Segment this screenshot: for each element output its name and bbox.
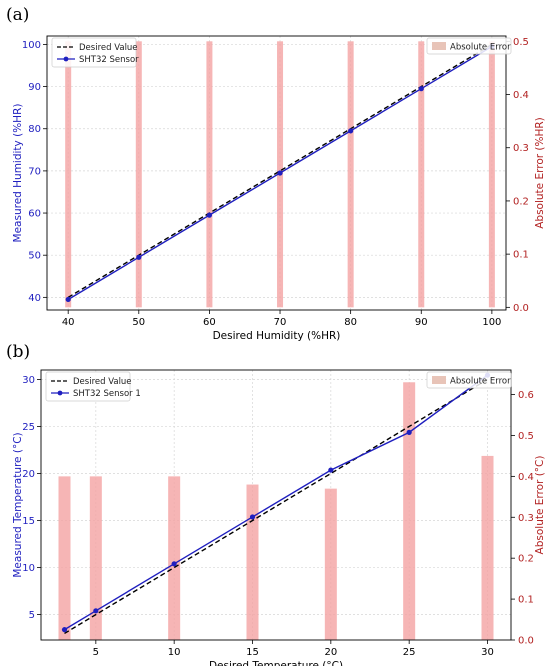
legend-sensor-marker <box>57 390 63 396</box>
y-tick-label: 50 <box>28 251 41 262</box>
panel-label: (b) <box>6 342 30 362</box>
chart-panel-a: (a) 40 50 60 70 80 90 100 40 50 60 70 80 90 100 0.0 0.1 0… <box>6 5 546 342</box>
y2-tick-label: 0.4 <box>513 90 529 101</box>
legend-desired-label: Desired Value <box>79 43 138 53</box>
error-bar <box>135 41 142 308</box>
desired-line <box>64 378 488 635</box>
y2-tick-label: 0.0 <box>518 636 534 647</box>
y2-tick-label: 0.2 <box>513 196 529 207</box>
y-tick-label: 60 <box>28 209 41 220</box>
x-tick-label: 5 <box>93 647 99 658</box>
error-bar <box>206 41 213 308</box>
x-tick-label: 25 <box>403 647 416 658</box>
y2-tick-label: 0.3 <box>513 143 529 154</box>
legend-sensor-label: SHT32 Sensor <box>79 55 139 65</box>
y2-tick-label: 0.4 <box>518 472 534 483</box>
y-tick-label: 15 <box>22 516 35 527</box>
y-tick-label: 90 <box>28 82 41 93</box>
x-axis-label: Desired Temperature (°C) <box>209 660 343 666</box>
x-tick-label: 70 <box>274 317 287 328</box>
sensor-point <box>249 514 256 520</box>
y2-tick-label: 0.1 <box>513 250 529 261</box>
y2-axis-label: Absolute Error (%HR) <box>534 117 546 229</box>
error-bar <box>418 41 425 308</box>
y-tick-label: 40 <box>28 293 41 304</box>
y2-tick-label: 0.5 <box>513 37 529 48</box>
plot-frame <box>46 35 507 311</box>
legend-desired-label: Desired Value <box>73 377 132 387</box>
y-tick-label: 25 <box>22 422 35 433</box>
y-tick-label: 100 <box>22 40 41 51</box>
error-bar <box>403 382 416 640</box>
y2-tick-label: 0.5 <box>518 431 534 442</box>
chart-panel-b: (b) 5 10 15 20 25 30 5 10 15 20 25 30 0.0 0.1 0.2 0.3 0.4… <box>6 342 546 666</box>
sensor-point <box>328 467 334 473</box>
legend-box <box>426 371 512 389</box>
legend-sensor-label: SHT32 Sensor 1 <box>73 389 141 399</box>
sensor-point <box>348 128 354 134</box>
x-tick-label: 50 <box>132 317 145 328</box>
error-bar <box>488 41 495 308</box>
x-tick-label: 20 <box>324 647 337 658</box>
y-tick-label: 80 <box>28 124 41 135</box>
sensor-point <box>171 561 177 567</box>
x-tick-label: 15 <box>246 647 259 658</box>
sensor-point <box>206 212 213 218</box>
y-tick-label: 20 <box>22 469 35 480</box>
y2-tick-label: 0.3 <box>518 513 534 524</box>
y-tick-label: 10 <box>22 563 35 574</box>
x-tick-label: 80 <box>344 317 357 328</box>
error-bar <box>347 41 354 308</box>
sensor-line <box>64 374 488 631</box>
legend-sensor-marker <box>63 56 69 62</box>
legend-error-swatch <box>432 42 446 50</box>
x-tick-label: 40 <box>62 317 75 328</box>
y-axis-label: Measured Temperature (°C) <box>12 432 24 577</box>
error-bar <box>324 488 337 640</box>
error-bar <box>58 476 71 640</box>
y2-tick-label: 0.2 <box>518 554 534 565</box>
y-tick-label: 30 <box>22 375 35 386</box>
y-tick-label: 70 <box>28 166 41 177</box>
y2-tick-label: 0.0 <box>513 303 529 314</box>
error-bar <box>89 476 102 640</box>
legend-error-label: Absolute Error <box>450 377 511 387</box>
legend-box <box>51 37 137 68</box>
x-tick-label: 90 <box>415 317 428 328</box>
x-axis-label: Desired Humidity (%HR) <box>213 330 341 342</box>
x-tick-label: 30 <box>481 647 494 658</box>
sensor-point <box>61 627 68 633</box>
error-bar <box>65 41 72 308</box>
y2-tick-label: 0.1 <box>518 595 534 606</box>
x-tick-label: 60 <box>203 317 216 328</box>
legend-box <box>426 37 512 55</box>
x-tick-label: 100 <box>482 317 501 328</box>
sensor-point <box>65 296 71 303</box>
x-tick-label: 10 <box>168 647 181 658</box>
error-bar <box>168 476 181 640</box>
sensor-point <box>136 254 142 260</box>
sensor-point <box>277 170 283 176</box>
y-tick-label: 5 <box>29 610 35 621</box>
panel-label: (a) <box>6 5 29 25</box>
sensor-point <box>406 429 412 435</box>
sensor-point <box>418 86 424 92</box>
legend-error-label: Absolute Error <box>450 43 511 53</box>
legend-error-swatch <box>432 376 446 384</box>
y2-axis-label: Absolute Error (°C) <box>534 456 546 555</box>
y-axis-label: Measured Humidity (%HR) <box>12 104 24 243</box>
error-bar <box>481 455 494 640</box>
y2-tick-label: 0.6 <box>518 390 534 401</box>
error-bar <box>246 484 259 640</box>
sensor-point <box>93 608 99 614</box>
plot-frame <box>40 369 512 641</box>
legend-box <box>45 371 131 402</box>
